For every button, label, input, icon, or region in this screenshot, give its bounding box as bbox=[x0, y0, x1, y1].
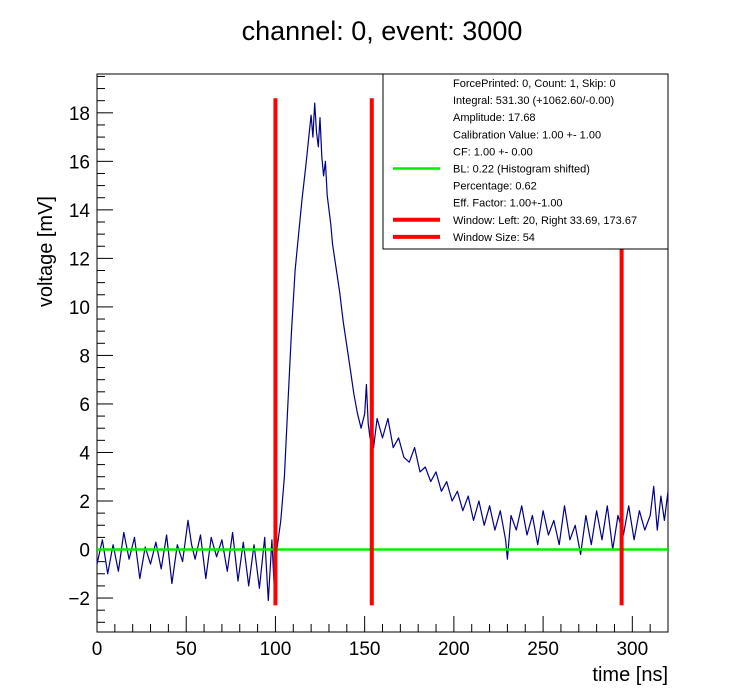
legend-entry: Integral: 531.30 (+1062.60/-0.00) bbox=[453, 95, 614, 107]
x-axis-label: time [ns] bbox=[592, 664, 668, 686]
y-tick-label: 2 bbox=[79, 492, 90, 513]
legend-entry: ForcePrinted: 0, Count: 1, Skip: 0 bbox=[453, 78, 616, 90]
plot-area: 0 50 100 150 200 250 300 −2 0 2 4 6 8 10 12 14 16 18 bbox=[68, 73, 669, 660]
y-tick-label: 8 bbox=[79, 346, 90, 367]
legend-entry: BL: 0.22 (Histogram shifted) bbox=[453, 164, 590, 176]
y-tick-label: 14 bbox=[69, 201, 91, 222]
x-tick-label: 100 bbox=[260, 639, 292, 660]
waveform-series bbox=[96, 102, 669, 602]
y-axis-label: voltage [mV] bbox=[35, 196, 57, 307]
x-tick-label: 50 bbox=[176, 639, 197, 660]
x-tick-label: 250 bbox=[527, 639, 559, 660]
legend-entry: Window Size: 54 bbox=[453, 232, 535, 244]
chart-title: channel: 0, event: 3000 bbox=[242, 16, 523, 46]
legend-entry: Window: Left: 20, Right 33.69, 173.67 bbox=[453, 215, 637, 227]
y-tick-label: 6 bbox=[79, 395, 90, 416]
y-tick-label: 0 bbox=[79, 541, 90, 562]
legend-entry: CF: 1.00 +- 0.00 bbox=[453, 146, 533, 158]
legend-entry: Calibration Value: 1.00 +- 1.00 bbox=[453, 129, 601, 141]
x-tick-label: 200 bbox=[438, 639, 470, 660]
x-tick-label: 150 bbox=[349, 639, 381, 660]
y-tick-label: 4 bbox=[79, 443, 90, 464]
legend-entry: Eff. Factor: 1.00+-1.00 bbox=[453, 198, 563, 210]
legend-entry: Percentage: 0.62 bbox=[453, 181, 537, 193]
y-tick-label: 10 bbox=[69, 298, 90, 319]
y-tick-label: 18 bbox=[69, 104, 90, 125]
y-tick-label: 16 bbox=[69, 152, 90, 173]
legend-entry: Amplitude: 17.68 bbox=[453, 112, 536, 124]
y-tick-label: −2 bbox=[68, 589, 90, 610]
y-tick-label: 12 bbox=[69, 249, 90, 270]
x-tick-label: 300 bbox=[616, 639, 648, 660]
x-tick-label: 0 bbox=[92, 639, 103, 660]
legend: ForcePrinted: 0, Count: 1, Skip: 0 Integr… bbox=[382, 73, 669, 250]
